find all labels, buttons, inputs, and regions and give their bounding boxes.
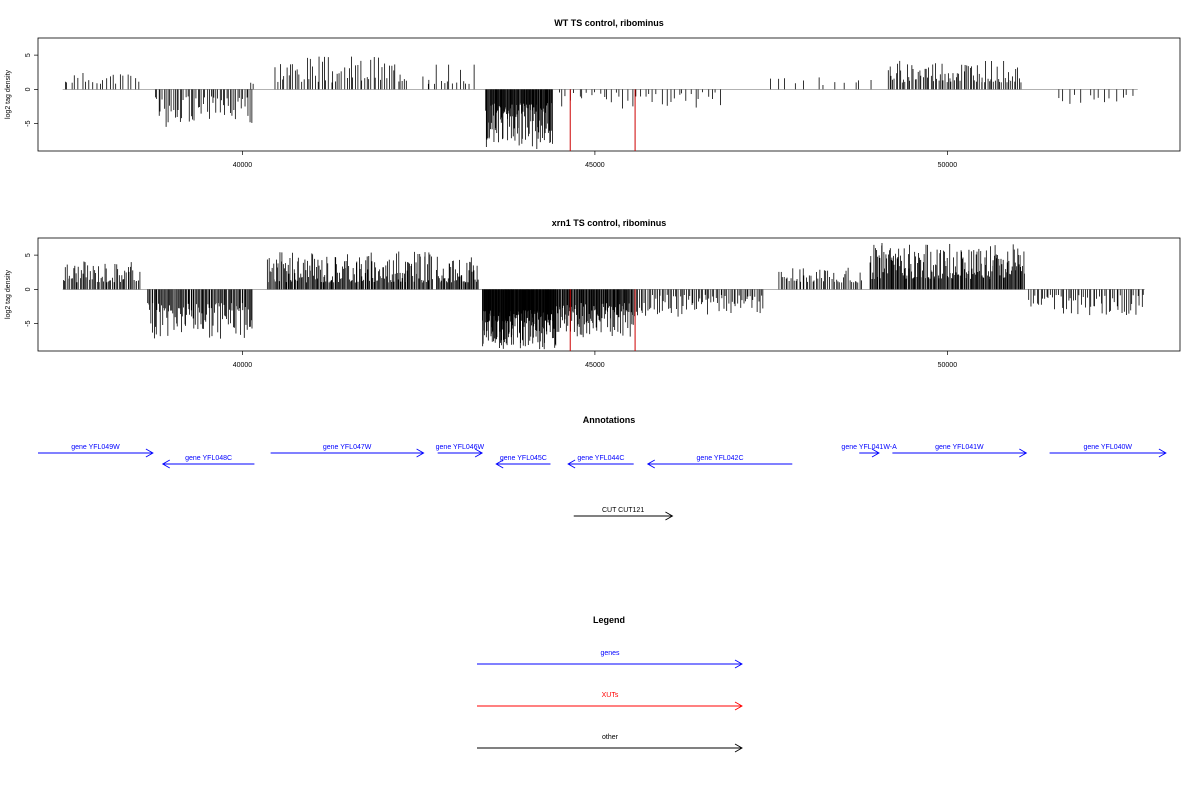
feature-gene-yfl041w: gene YFL041W [892,444,1028,458]
feature-label: gene YFL046W [436,444,485,451]
feature-arrow-head [145,448,154,458]
feature-label: gene YFL042C [697,455,744,462]
feature-arrow-head [161,459,170,469]
legend-item-xuts: XUTs [477,692,743,711]
legend-arrow-head [734,659,743,669]
x-tick-label: 50000 [938,362,958,369]
feature-arrow-head [495,459,504,469]
chart-title: xrn1 TS control, ribominus [552,218,667,228]
legend-label: other [602,734,619,741]
feature-arrow-head [1019,448,1028,458]
legend-label: genes [600,650,620,657]
legend-item-other: other [477,734,743,753]
feature-label: gene YFL047W [323,444,372,451]
feature-gene-yfl046w: gene YFL046W [436,444,485,458]
feature-gene-yfl042c: gene YFL042C [646,455,793,469]
feature-label: gene YFL048C [185,455,232,462]
x-tick-label: 40000 [233,162,253,169]
y-tick-label: 5 [25,253,32,257]
legend: Legend genes XUTs other [477,615,743,753]
feature-gene-yfl044c: gene YFL044C [567,455,634,469]
x-tick-label: 40000 [233,362,253,369]
feature-gene-yfl049w: gene YFL049W [38,444,154,458]
annotations-panel: Annotations gene YFL049W gene YFL048C gene … [38,415,1167,521]
feature-gene-yfl045c: gene YFL045C [495,455,551,469]
feature-arrow-head [871,448,880,458]
chart-panel-1: xrn1 TS control, ribominus log2 tag densi… [5,218,1181,369]
y-axis-label: log2 tag density [5,69,12,119]
feature-label: gene YFL045C [500,455,547,462]
feature-gene-yfl041w-a: gene YFL041W-A [841,444,897,458]
feature-label: gene YFL049W [71,444,120,451]
legend-item-genes: genes [477,650,743,669]
annotations-title: Annotations [583,415,636,425]
y-axis-label: log2 tag density [5,269,12,319]
feature-label: gene YFL041W [935,444,984,451]
x-tick-label: 45000 [585,362,605,369]
feature-arrow-head [665,511,674,521]
legend-arrow-head [734,743,743,753]
feature-arrow-head [1158,448,1167,458]
plot-frame [37,37,1181,152]
chart-panel-0: WT TS control, ribominus log2 tag density… [5,18,1181,169]
feature-arrow-head [416,448,425,458]
feature-label: gene YFL041W-A [841,444,897,451]
plot-frame [37,237,1181,352]
feature-arrow-head [474,448,484,458]
feature-gene-yfl047w: gene YFL047W [270,444,425,458]
legend-label: XUTs [602,692,619,699]
feature-gene-yfl048c: gene YFL048C [161,455,255,469]
feature-label: gene YFL040W [1083,444,1132,451]
legend-title: Legend [593,615,625,625]
feature-label: gene YFL044C [577,455,624,462]
y-tick-label: 5 [25,53,32,57]
feature-arrow-head [567,459,576,469]
feature-arrow-head [646,459,655,469]
y-tick-label: 0 [25,87,32,91]
feature-label: CUT CUT121 [602,507,644,514]
feature-gene-yfl040w: gene YFL040W [1049,444,1167,458]
x-tick-label: 50000 [938,162,958,169]
y-tick-label: 0 [25,287,32,291]
feature-cut-cut121: CUT CUT121 [573,507,674,521]
legend-arrow-head [734,701,743,711]
chart-title: WT TS control, ribominus [554,18,664,28]
y-tick-label: -5 [25,120,32,126]
x-tick-label: 45000 [585,162,605,169]
y-tick-label: -5 [25,320,32,326]
